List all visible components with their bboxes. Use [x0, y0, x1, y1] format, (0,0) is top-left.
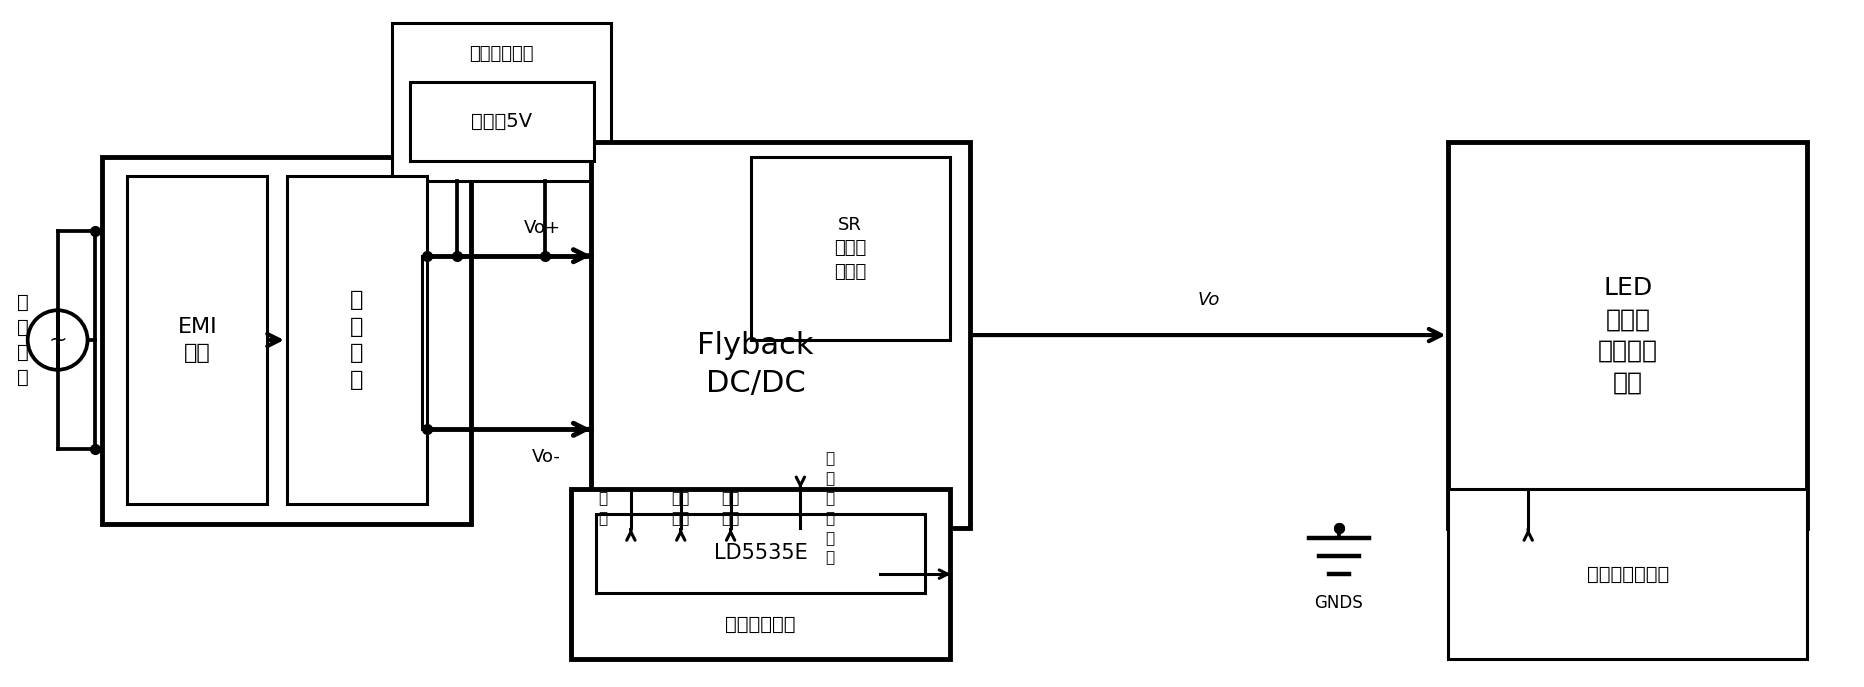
Text: 辅
助
绕
组
供
电: 辅 助 绕 组 供 电 — [826, 451, 835, 565]
Text: 市
电
接
入: 市 电 接 入 — [17, 293, 28, 387]
Text: ~: ~ — [48, 330, 67, 350]
Bar — [103, 157, 472, 523]
Text: 反
馈: 反 馈 — [598, 491, 608, 526]
Text: Flyback
DC/DC: Flyback DC/DC — [697, 331, 813, 398]
Bar — [391, 23, 611, 181]
Text: 电压
采样: 电压 采样 — [671, 491, 690, 526]
Bar — [570, 489, 949, 660]
Text: 闭环控制回路: 闭环控制回路 — [725, 615, 796, 634]
Text: 环境自适应模块: 环境自适应模块 — [1586, 565, 1668, 584]
Bar — [1448, 142, 1806, 528]
Text: 单
相
整
流: 单 相 整 流 — [350, 291, 363, 390]
Bar — [591, 142, 969, 528]
Text: 电流
采样: 电流 采样 — [721, 491, 740, 526]
Bar — [127, 177, 267, 504]
Text: GNDS: GNDS — [1314, 594, 1363, 612]
Text: 辅助电源电路: 辅助电源电路 — [468, 45, 533, 63]
Bar — [749, 157, 949, 340]
Text: Vo: Vo — [1197, 291, 1219, 309]
Text: Vo-: Vo- — [531, 448, 561, 466]
Bar — [596, 514, 925, 593]
Text: 辅助源5V: 辅助源5V — [472, 112, 531, 131]
Text: LD5535E: LD5535E — [714, 543, 807, 563]
Bar — [1448, 489, 1806, 660]
Text: Vo+: Vo+ — [524, 219, 561, 237]
Text: EMI
滤波: EMI 滤波 — [177, 317, 216, 363]
Text: LED
背光板
驱动控制
电路: LED 背光板 驱动控制 电路 — [1597, 275, 1657, 394]
Bar — [287, 177, 427, 504]
Bar — [410, 82, 595, 161]
Text: SR
通用控
制模块: SR 通用控 制模块 — [833, 216, 867, 281]
